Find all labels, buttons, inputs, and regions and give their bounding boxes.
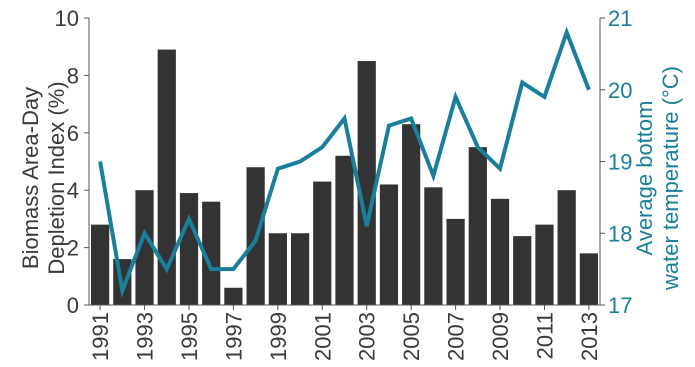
left-axis-title-line1: Biomass Area-Day <box>18 87 43 269</box>
bar-1997 <box>224 287 243 305</box>
bar-2004 <box>379 184 399 305</box>
x-tick-label: 2013 <box>577 312 602 361</box>
bar-2012 <box>557 190 576 305</box>
bar-2010 <box>513 236 532 305</box>
left-tick-label: 8 <box>67 63 79 88</box>
bar-2009 <box>490 198 510 305</box>
right-axis-title: Average bottom water temperature (°C) <box>632 66 683 291</box>
left-tick-label: 2 <box>67 236 79 261</box>
bar-2006 <box>424 187 443 305</box>
x-tick-label: 1995 <box>177 312 202 361</box>
bar-2001 <box>313 181 332 305</box>
bar-2008 <box>468 147 487 305</box>
right-tick-label: 18 <box>608 221 632 246</box>
left-tick-label: 4 <box>67 178 79 203</box>
x-tick-label: 2011 <box>532 312 557 359</box>
temperature-line-layer <box>98 26 591 299</box>
bar-2013 <box>579 253 598 305</box>
left-axis-title-line2: Depletion Index (%) <box>44 81 69 274</box>
left-tick-label: 10 <box>55 6 79 31</box>
bar-1995 <box>179 193 199 305</box>
bar-1993 <box>135 190 154 305</box>
bar-1994 <box>157 49 176 305</box>
right-tick-label: 20 <box>608 78 632 103</box>
x-tick-label: 2007 <box>444 312 469 361</box>
x-tick-label: 2005 <box>399 312 424 361</box>
bar-2007 <box>446 218 465 305</box>
right-tick-label: 21 <box>608 6 632 31</box>
bar-1999 <box>268 233 287 305</box>
left-tick-label: 0 <box>67 293 79 318</box>
right-axis-title-line2: water temperature (°C) <box>658 66 683 291</box>
x-tick-label: 2009 <box>488 312 513 361</box>
x-tick-label: 2001 <box>310 312 335 361</box>
axes-layer: 0 2 4 6 8 10 17 18 19 20 21 1991 1993 1995 1997 1999 200… <box>55 6 633 361</box>
x-tick-label: 1997 <box>221 312 246 361</box>
bar-2000 <box>290 233 310 305</box>
left-tick-label: 6 <box>67 121 79 146</box>
x-tick-label: 1999 <box>266 312 291 361</box>
x-tick-label: 2003 <box>355 312 380 361</box>
left-axis-title: Biomass Area-Day Depletion Index (%) <box>18 81 69 274</box>
right-tick-label: 17 <box>608 293 632 318</box>
x-tick-label: 1991 <box>88 312 113 361</box>
bar-1991 <box>91 224 110 305</box>
bar-2003 <box>357 61 376 305</box>
x-tick-label: 1993 <box>133 312 158 361</box>
right-tick-label: 19 <box>608 150 632 175</box>
bar-2002 <box>335 155 354 305</box>
bar-1996 <box>202 201 221 305</box>
bars-layer <box>91 49 598 305</box>
right-axis-title-line1: Average bottom <box>632 101 657 256</box>
bar-2005 <box>402 124 421 305</box>
bar-2011 <box>535 224 554 305</box>
